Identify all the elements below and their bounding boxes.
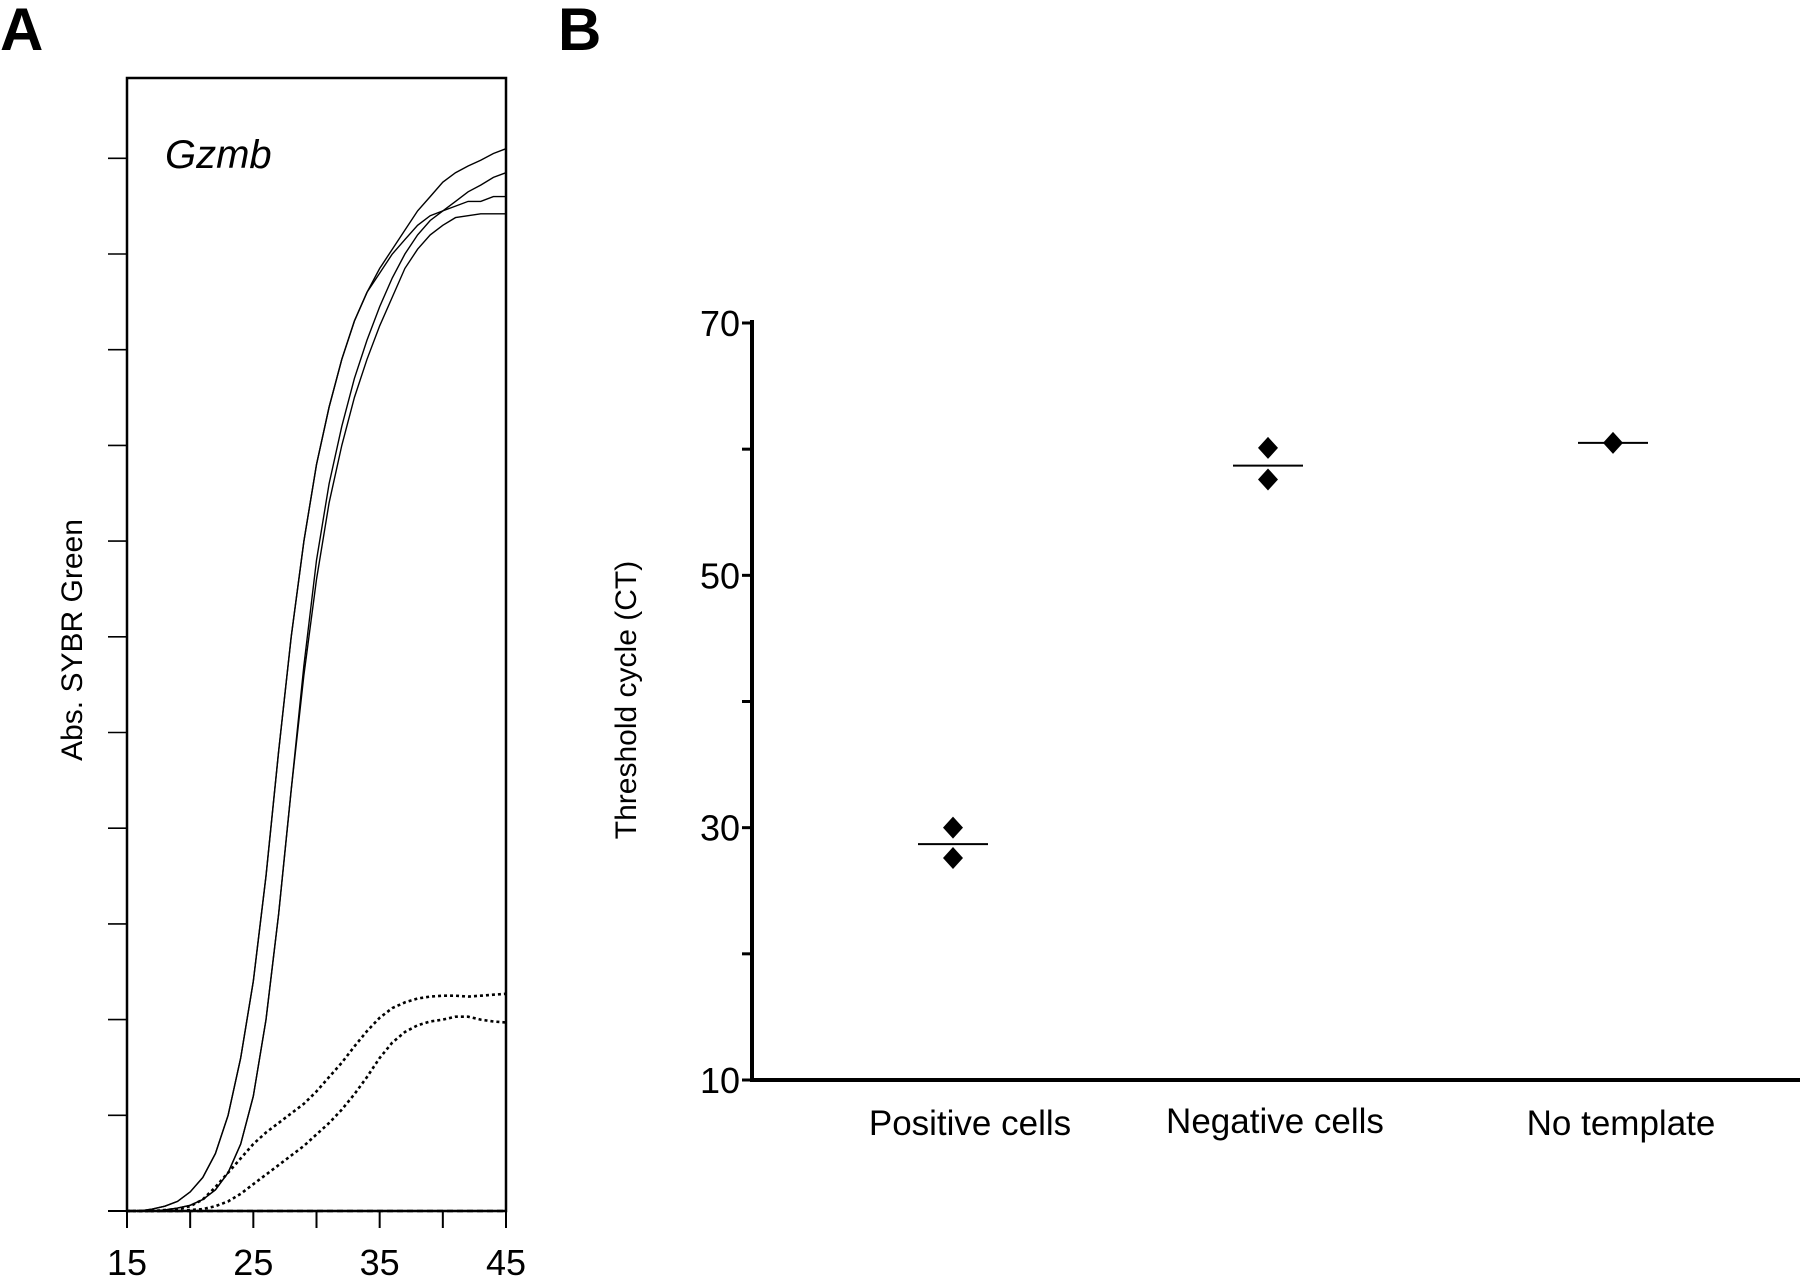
curve-negative-2 bbox=[127, 1015, 507, 1213]
x-tick-label: 35 bbox=[360, 1242, 400, 1280]
panel-b-ct-scatter: Threshold cycle (CT) 10 30 50 70 Positiv… bbox=[610, 303, 1800, 1143]
curve-positive-2 bbox=[127, 195, 506, 1212]
category-label: Negative cells bbox=[1166, 1102, 1384, 1141]
data-point-diamond bbox=[1258, 468, 1278, 491]
plot-frame bbox=[125, 76, 508, 1213]
curve-negative-1 bbox=[127, 992, 507, 1213]
panel-a-amplification-plot: Gzmb Abs. SYBR Green 15 25 35 45 bbox=[56, 76, 526, 1280]
gene-title: Gzmb bbox=[165, 133, 272, 177]
x-tick-label: 15 bbox=[107, 1242, 147, 1280]
data-point-diamond bbox=[943, 846, 963, 869]
category-label: Positive cells bbox=[869, 1104, 1071, 1143]
data-point-diamond bbox=[1258, 436, 1278, 459]
curve-positive-4 bbox=[127, 213, 506, 1212]
panel-label-a: A bbox=[0, 0, 43, 63]
y-tick-label: 50 bbox=[700, 555, 740, 596]
y-axis-title-b: Threshold cycle (CT) bbox=[610, 561, 643, 839]
x-tick-label: 45 bbox=[486, 1242, 526, 1280]
y-tick-label: 70 bbox=[700, 303, 740, 344]
data-point-diamond bbox=[1603, 431, 1623, 454]
curve-positive-1 bbox=[127, 148, 507, 1212]
category-label: No template bbox=[1527, 1104, 1716, 1143]
y-tick-label: 30 bbox=[700, 808, 740, 849]
y-axis-title-a: Abs. SYBR Green bbox=[56, 519, 89, 761]
data-point-diamond bbox=[943, 816, 963, 839]
y-tick-label: 10 bbox=[700, 1060, 740, 1101]
curve-positive-3 bbox=[127, 172, 507, 1212]
panel-label-b: B bbox=[558, 0, 601, 63]
x-tick-label: 25 bbox=[233, 1242, 273, 1280]
